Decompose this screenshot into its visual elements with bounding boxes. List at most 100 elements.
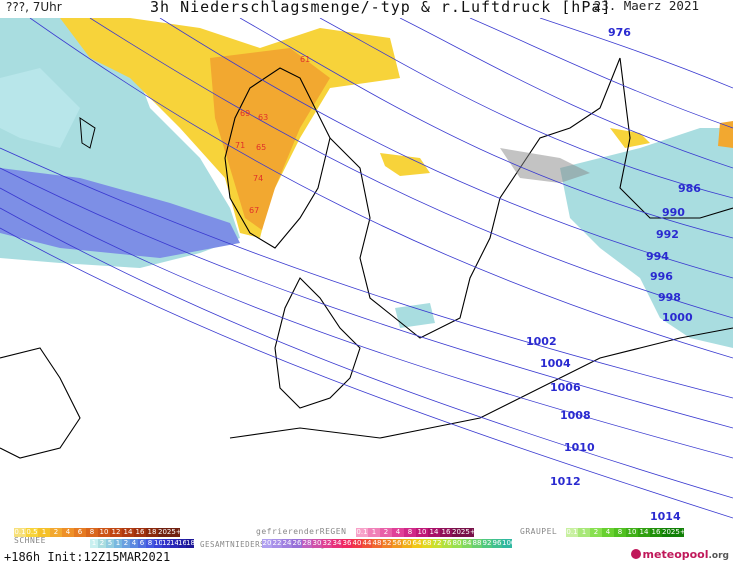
legend-swatch: 16: [650, 528, 662, 537]
legend-swatch: 4: [602, 528, 614, 537]
graupel-patch-bothnia: [500, 148, 590, 183]
logo-suffix: .org: [708, 551, 729, 561]
precip-value: 61: [300, 55, 310, 64]
rain-heavy-norway: [210, 48, 330, 230]
precip-value-group: 61 63 65 67 69 71 74: [235, 55, 310, 215]
isobar-label: 976: [608, 26, 631, 39]
legend-swatch: 12: [162, 539, 171, 548]
graupel-legend: 0.1 1 2 4 8 10 14 16 2025+: [566, 528, 686, 537]
legend-swatch: 2: [50, 528, 62, 537]
legend-swatch: 2: [380, 528, 392, 537]
valid-date-label: 23. Maerz 2021: [593, 0, 699, 13]
legend-swatch: 16: [440, 528, 452, 537]
legend-swatch: 26: [292, 539, 302, 548]
legend-swatch: 8: [146, 539, 154, 548]
forecast-time-label: ???, 7Uhr: [6, 0, 62, 14]
legend-swatch: 8: [614, 528, 626, 537]
legend-swatch: 14: [428, 528, 440, 537]
legend-swatch: 2025+: [158, 528, 182, 537]
rain-patch-east: [718, 121, 733, 148]
snow-legend: 1 2 5 1 2 4 6 8 10 12 14 16 18: [90, 539, 195, 548]
legend-swatch: 1: [578, 528, 590, 537]
legend-swatch: 34: [332, 539, 342, 548]
legend-swatch: 88: [472, 539, 482, 548]
coastline-denmark: [274, 277, 361, 409]
legend-swatch: 64: [412, 539, 422, 548]
isobar-label: 990: [662, 206, 685, 219]
legend-swatch: 8: [86, 528, 98, 537]
isobar-label: 998: [658, 291, 681, 304]
legend-swatch: 0.1: [356, 528, 368, 537]
precipitation-map: 976 986 990 992 994 996 998 1000 1002 10…: [0, 18, 733, 522]
map-title: 3h Niederschlagsmenge/-typ & r.Luftdruck…: [150, 0, 612, 16]
legend-swatch: 12: [110, 528, 122, 537]
legend-swatch: 4: [392, 528, 404, 537]
legend-swatch: 8: [404, 528, 416, 537]
legend-swatch: 6: [138, 539, 146, 548]
legend-swatch: 72: [432, 539, 442, 548]
legend-swatch: 36: [342, 539, 352, 548]
legend-swatch: 40: [352, 539, 362, 548]
legend-swatch: 2: [590, 528, 602, 537]
coastline-norway: [224, 67, 331, 249]
isobar-label: 1000: [662, 311, 693, 324]
isobar-label: 1014: [650, 510, 681, 522]
snow-label: SCHNEE: [14, 536, 46, 545]
precip-value: 65: [256, 143, 266, 152]
isobar-label-group: 976 986 990 992 994 996 998 1000 1002 10…: [526, 26, 701, 522]
legend-swatch: 5: [106, 539, 114, 548]
precip-value: 69: [240, 109, 250, 118]
precip-value: 63: [258, 113, 268, 122]
snow-light-nw: [0, 68, 80, 148]
meteopool-logo: meteopool.org: [630, 548, 729, 561]
freezing-rain-label: gefrierenderREGEN: [256, 527, 347, 536]
legend-swatch: 14: [170, 539, 179, 548]
legend-swatch: 0.5: [26, 528, 38, 537]
map-canvas: 976 986 990 992 994 996 998 1000 1002 10…: [0, 18, 733, 522]
legend-swatch: 4: [62, 528, 74, 537]
isobar-label: 986: [678, 182, 701, 195]
legend-swatch: 2025+: [662, 528, 686, 537]
legend-swatch: 24: [282, 539, 292, 548]
snow-area-east: [560, 128, 733, 348]
isobar-label: 1006: [550, 381, 581, 394]
legend-swatch: 0.1: [14, 528, 26, 537]
legend-swatch: 1: [38, 528, 50, 537]
legend-swatch: 1: [114, 539, 122, 548]
legend-swatch: 28: [302, 539, 312, 548]
isobar-label: 992: [656, 228, 679, 241]
coastline-britain: [0, 347, 81, 459]
coastline-sweden: [329, 57, 621, 339]
logo-text: meteopool: [642, 548, 709, 561]
legend-swatch: 2: [98, 539, 106, 548]
isobar-label: 1004: [540, 357, 571, 370]
legend-swatch: 2: [122, 539, 130, 548]
legend-swatch: 10: [98, 528, 110, 537]
isobar-label: 1012: [550, 475, 581, 488]
legend-swatch: 60: [402, 539, 412, 548]
snow-heavy-band: [0, 168, 240, 258]
legend-swatch: 14: [122, 528, 134, 537]
legend-swatch: 56: [392, 539, 402, 548]
logo-mark-icon: [630, 549, 641, 559]
legend-swatch: 32: [322, 539, 332, 548]
legend-swatch: 10: [154, 539, 163, 548]
legend-swatch: 52: [382, 539, 392, 548]
legend-swatch: 76: [442, 539, 452, 548]
legend-swatch: 1: [90, 539, 98, 548]
isobar-label: 1010: [564, 441, 595, 454]
precip-value: 67: [249, 206, 259, 215]
legend-swatch: 10: [416, 528, 428, 537]
legend-swatch: 22: [272, 539, 282, 548]
legend-swatch: 18: [146, 528, 158, 537]
precip-value: 74: [253, 174, 263, 183]
legend-swatch: 100: [502, 539, 516, 548]
rain-legend: 0.1 0.5 1 2 4 6 8 10 12 14 16 18 2025+: [14, 528, 182, 537]
isobar-label: 994: [646, 250, 669, 263]
graupel-label: GRAUPEL: [520, 527, 558, 536]
isobars: [0, 18, 733, 519]
isobar-label: 1002: [526, 335, 557, 348]
coastline-germany-poland: [229, 327, 733, 439]
legend-swatch: 14: [638, 528, 650, 537]
